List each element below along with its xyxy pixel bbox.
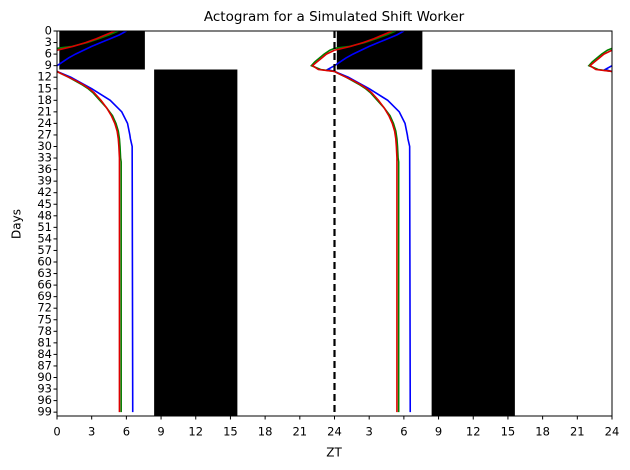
y-tick-label: 84 (37, 347, 52, 361)
y-tick-label: 9 (45, 58, 52, 72)
y-tick-label: 81 (37, 335, 52, 349)
phase-line (57, 31, 335, 413)
x-tick-label: 6 (400, 425, 407, 439)
y-tick-label: 87 (37, 358, 52, 372)
x-tick-label: 3 (366, 425, 373, 439)
y-tick-label: 18 (37, 93, 52, 107)
y-tick-label: 3 (45, 35, 52, 49)
y-tick-label: 0 (45, 24, 52, 38)
y-tick-label: 39 (37, 174, 52, 188)
y-tick-label: 72 (37, 301, 52, 315)
y-tick-label: 63 (37, 266, 52, 280)
x-tick-label: 9 (157, 425, 164, 439)
y-tick-label: 75 (37, 312, 52, 326)
y-tick-label: 78 (37, 324, 52, 338)
y-tick-label: 93 (37, 382, 52, 396)
x-tick-label: 18 (258, 425, 273, 439)
x-tick-label: 6 (123, 425, 130, 439)
x-tick-label: 9 (435, 425, 442, 439)
y-tick-label: 48 (37, 208, 52, 222)
x-tick-label: 24 (605, 425, 620, 439)
y-tick-label: 99 (37, 405, 52, 419)
plot-area (57, 31, 612, 416)
phase-line (334, 31, 612, 413)
y-tick-label: 90 (37, 370, 52, 384)
y-tick-label: 51 (37, 220, 52, 234)
y-tick-label: 6 (45, 47, 52, 61)
x-tick-label: 18 (535, 425, 550, 439)
x-tick-label: 21 (570, 425, 585, 439)
y-tick-label: 33 (37, 151, 52, 165)
x-axis-label: ZT (326, 446, 342, 460)
x-tick-label: 15 (223, 425, 238, 439)
x-tick-label: 15 (501, 425, 516, 439)
y-tick-label: 30 (37, 139, 52, 153)
y-axis-label: Days (10, 209, 24, 239)
x-tick-label: 12 (188, 425, 203, 439)
y-tick-label: 36 (37, 162, 52, 176)
y-tick-label: 15 (37, 81, 52, 95)
x-tick-label: 24 (327, 425, 342, 439)
chart-title: Actogram for a Simulated Shift Worker (204, 9, 465, 25)
y-tick-label: 96 (37, 393, 52, 407)
y-tick-label: 24 (37, 116, 52, 130)
x-tick-label: 0 (53, 425, 60, 439)
y-tick-label: 12 (37, 70, 52, 84)
y-tick-label: 42 (37, 185, 52, 199)
y-tick-label: 21 (37, 104, 52, 118)
y-tick-label: 66 (37, 278, 52, 292)
y-tick-label: 54 (37, 231, 52, 245)
y-tick-label: 57 (37, 243, 52, 257)
dark-period (431, 69, 515, 416)
x-tick-label: 21 (292, 425, 307, 439)
y-tick-label: 60 (37, 255, 52, 269)
dark-period (154, 69, 238, 416)
x-tick-label: 3 (88, 425, 95, 439)
y-tick-label: 69 (37, 289, 52, 303)
x-tick-label: 12 (466, 425, 481, 439)
y-tick-label: 27 (37, 127, 52, 141)
y-tick-label: 45 (37, 197, 52, 211)
